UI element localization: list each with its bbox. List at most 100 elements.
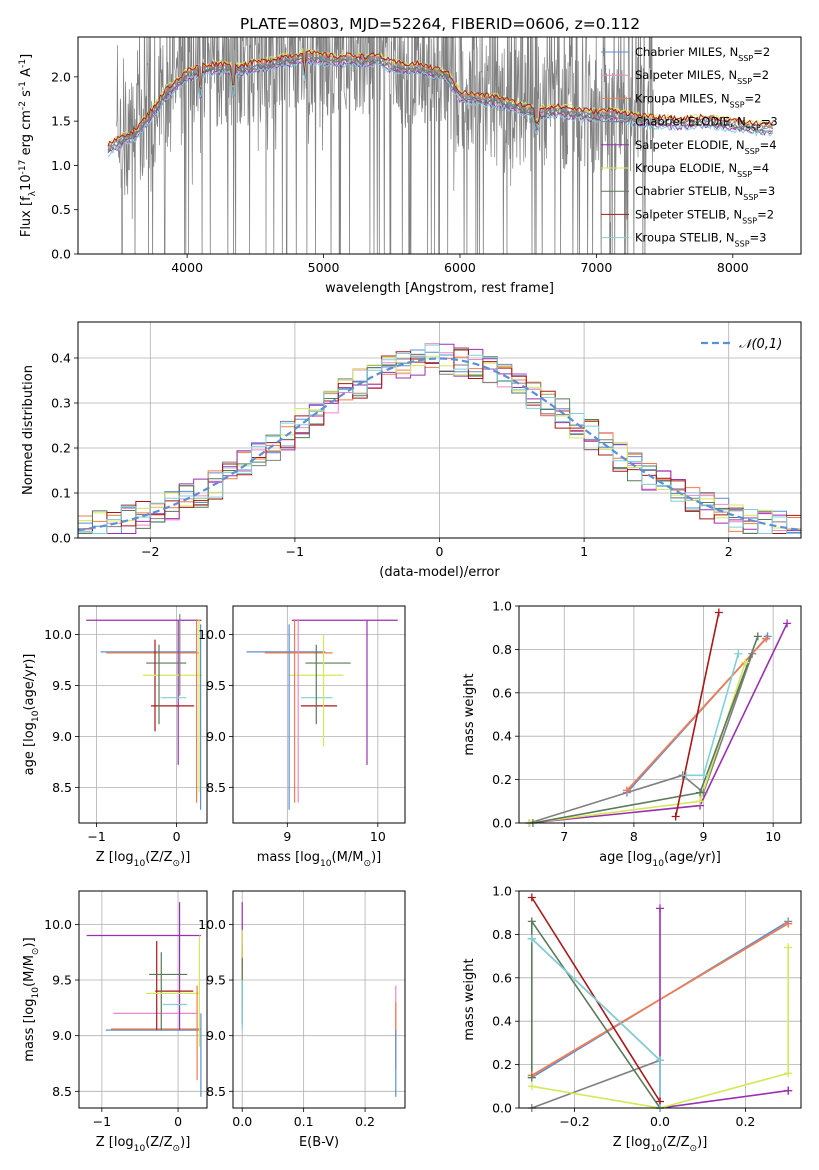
y-tick-label: 0.8 — [492, 642, 512, 657]
x-tick-label: 8000 — [717, 260, 749, 275]
legend-entry: Kroupa STELIB, NSSP=3 — [635, 231, 766, 249]
axes-frame — [77, 36, 802, 255]
y-tick-label: 1.0 — [492, 884, 512, 899]
weight-line-6 — [532, 636, 759, 823]
legend-entry: Chabrier MILES, NSSP=2 — [635, 45, 770, 63]
y-axis-label: mass weight — [462, 958, 477, 1040]
legend: Chabrier MILES, NSSP=2 Salpeter MILES, NS… — [601, 45, 778, 248]
y-tick-label: 0.1 — [51, 486, 71, 501]
chart-panels: 4000 5000 6000 7000 80000.00.51.01.52.0wavel… — [18, 36, 802, 1154]
y-axis-label: mass [log10(M/M⊙)] — [22, 937, 41, 1061]
weight-point — [784, 919, 793, 928]
y-tick-label: 0.4 — [51, 351, 71, 366]
weight-point — [527, 1073, 536, 1082]
x-tick-label: 9 — [283, 829, 291, 844]
weight-point — [656, 904, 664, 913]
x-axis-label: age [log10(age/yr)] — [599, 850, 721, 869]
weight-point — [784, 1086, 793, 1095]
x-tick-label: −1 — [87, 829, 105, 844]
legend-entry: Kroupa ELODIE, NSSP=4 — [635, 161, 769, 179]
y-axis-label: age [log10(age/yr)] — [22, 654, 41, 776]
weight-point — [783, 619, 792, 628]
weight-point — [622, 786, 631, 795]
weight-point — [748, 649, 757, 658]
x-tick-label: 0 — [436, 544, 444, 559]
x-tick-label: −0.2 — [559, 1114, 589, 1129]
weight-point — [682, 771, 691, 780]
legend: 𝒩(0,1) — [701, 337, 782, 352]
x-tick-label: 1 — [580, 544, 588, 559]
y-tick-label: 10.0 — [198, 917, 226, 932]
weight-line-3 — [529, 653, 754, 823]
y-tick-label: 9.0 — [206, 1028, 226, 1043]
panel-age-vs-mass: 9 10 8.5 9.0 9.5 10.0 mass [log10(M/M⊙)] — [198, 605, 406, 869]
weight-line-4 — [659, 908, 789, 1108]
plot-area — [86, 614, 203, 810]
y-tick-label: 9.0 — [206, 729, 226, 744]
panel-residuals: −2 −1 0 1 2 0.0 0.1 0.2 0.3 0.4 (data-model)/error… — [21, 321, 802, 580]
panel-spectrum: 4000 5000 6000 7000 8000 0.0 0.5 1.0 1.5 2.0 wavel… — [18, 36, 802, 296]
x-tick-label: 9 — [700, 829, 708, 844]
y-tick-label: 0.4 — [492, 729, 512, 744]
weight-point — [741, 658, 750, 667]
x-tick-label: 0.0 — [232, 1114, 252, 1129]
y-tick-label: 0.0 — [492, 816, 512, 831]
axes-frame — [518, 605, 802, 824]
legend-entry: Salpeter MILES, NSSP=2 — [635, 68, 769, 86]
y-tick-label: 0.8 — [492, 927, 512, 942]
y-axis-label: Flux [fλ10-17 erg cm-2 s-1 A-1] — [18, 54, 38, 237]
legend-entry: Kroupa MILES, NSSP=2 — [635, 91, 761, 109]
figure-title: PLATE=0803, MJD=52264, FIBERID=0606, z=0… — [240, 15, 640, 33]
legend-entry: Salpeter STELIB, NSSP=2 — [635, 207, 774, 225]
weight-point — [527, 934, 536, 943]
x-axis-label: wavelength [Angstrom, rest frame] — [325, 281, 554, 296]
weight-point — [762, 634, 771, 643]
weight-point — [699, 771, 708, 780]
weight-line-8 — [531, 938, 661, 1108]
y-tick-label: 0.0 — [51, 247, 71, 262]
model-curve-5 — [107, 47, 774, 146]
axes-frame — [232, 890, 406, 1109]
axes-frame — [77, 321, 802, 539]
plot-area — [86, 902, 202, 1097]
weight-point — [784, 943, 793, 952]
x-tick-label: 0.1 — [294, 1114, 314, 1129]
weight-line-5 — [531, 947, 789, 1108]
legend-entry: Salpeter ELODIE, NSSP=4 — [635, 138, 777, 156]
y-tick-label: 10.0 — [198, 627, 226, 642]
x-axis-label: Z [log10(Z/Z⊙)] — [96, 1135, 191, 1154]
model-curve-6 — [107, 57, 773, 153]
y-tick-label: 0.0 — [51, 531, 71, 546]
x-tick-label: 0.2 — [736, 1114, 756, 1129]
weight-point — [671, 812, 680, 821]
y-tick-label: 2.0 — [51, 69, 71, 84]
model-curve-7 — [107, 49, 773, 147]
weight-line-7 — [674, 612, 720, 817]
panel-weight-vs-Z: −0.2 0.0 0.2 0.0 0.2 0.4 0.6 0.8 1.0 Z [log10(Z/Z… — [462, 884, 802, 1154]
panel-age-vs-Z: −1 0 8.5 9.0 9.5 10.0 Z [log10(Z/Z⊙)] age [log1… — [22, 605, 208, 869]
y-tick-label: 9.0 — [52, 729, 72, 744]
y-tick-label: 0.4 — [492, 1014, 512, 1029]
weight-line-6 — [531, 918, 661, 1108]
weight-point — [696, 788, 705, 797]
histogram-7 — [78, 349, 801, 538]
x-tick-label: 8 — [630, 829, 638, 844]
x-tick-label: −1 — [286, 544, 304, 559]
weight-point — [527, 1082, 536, 1091]
y-tick-label: 1.5 — [51, 114, 71, 129]
model-curve-8 — [107, 59, 773, 158]
y-tick-label: 1.0 — [51, 158, 71, 173]
y-tick-label: 1.0 — [492, 599, 512, 614]
y-tick-label: 0.6 — [492, 970, 512, 985]
legend-entry: 𝒩(0,1) — [739, 337, 782, 352]
y-tick-label: 9.5 — [52, 973, 72, 988]
x-tick-label: 10 — [370, 829, 386, 844]
x-tick-label: −1 — [93, 1114, 111, 1129]
y-tick-label: 9.5 — [52, 678, 72, 693]
plot-area — [241, 902, 397, 1097]
plot-area — [529, 612, 788, 823]
legend-entry: Chabrier STELIB, NSSP=3 — [635, 184, 775, 202]
normal-reference-curve — [78, 357, 799, 532]
panel-mass-vs-ebv: 0.0 0.1 0.2 8.5 9.0 9.5 10.0 E(B-V) — [198, 890, 406, 1150]
